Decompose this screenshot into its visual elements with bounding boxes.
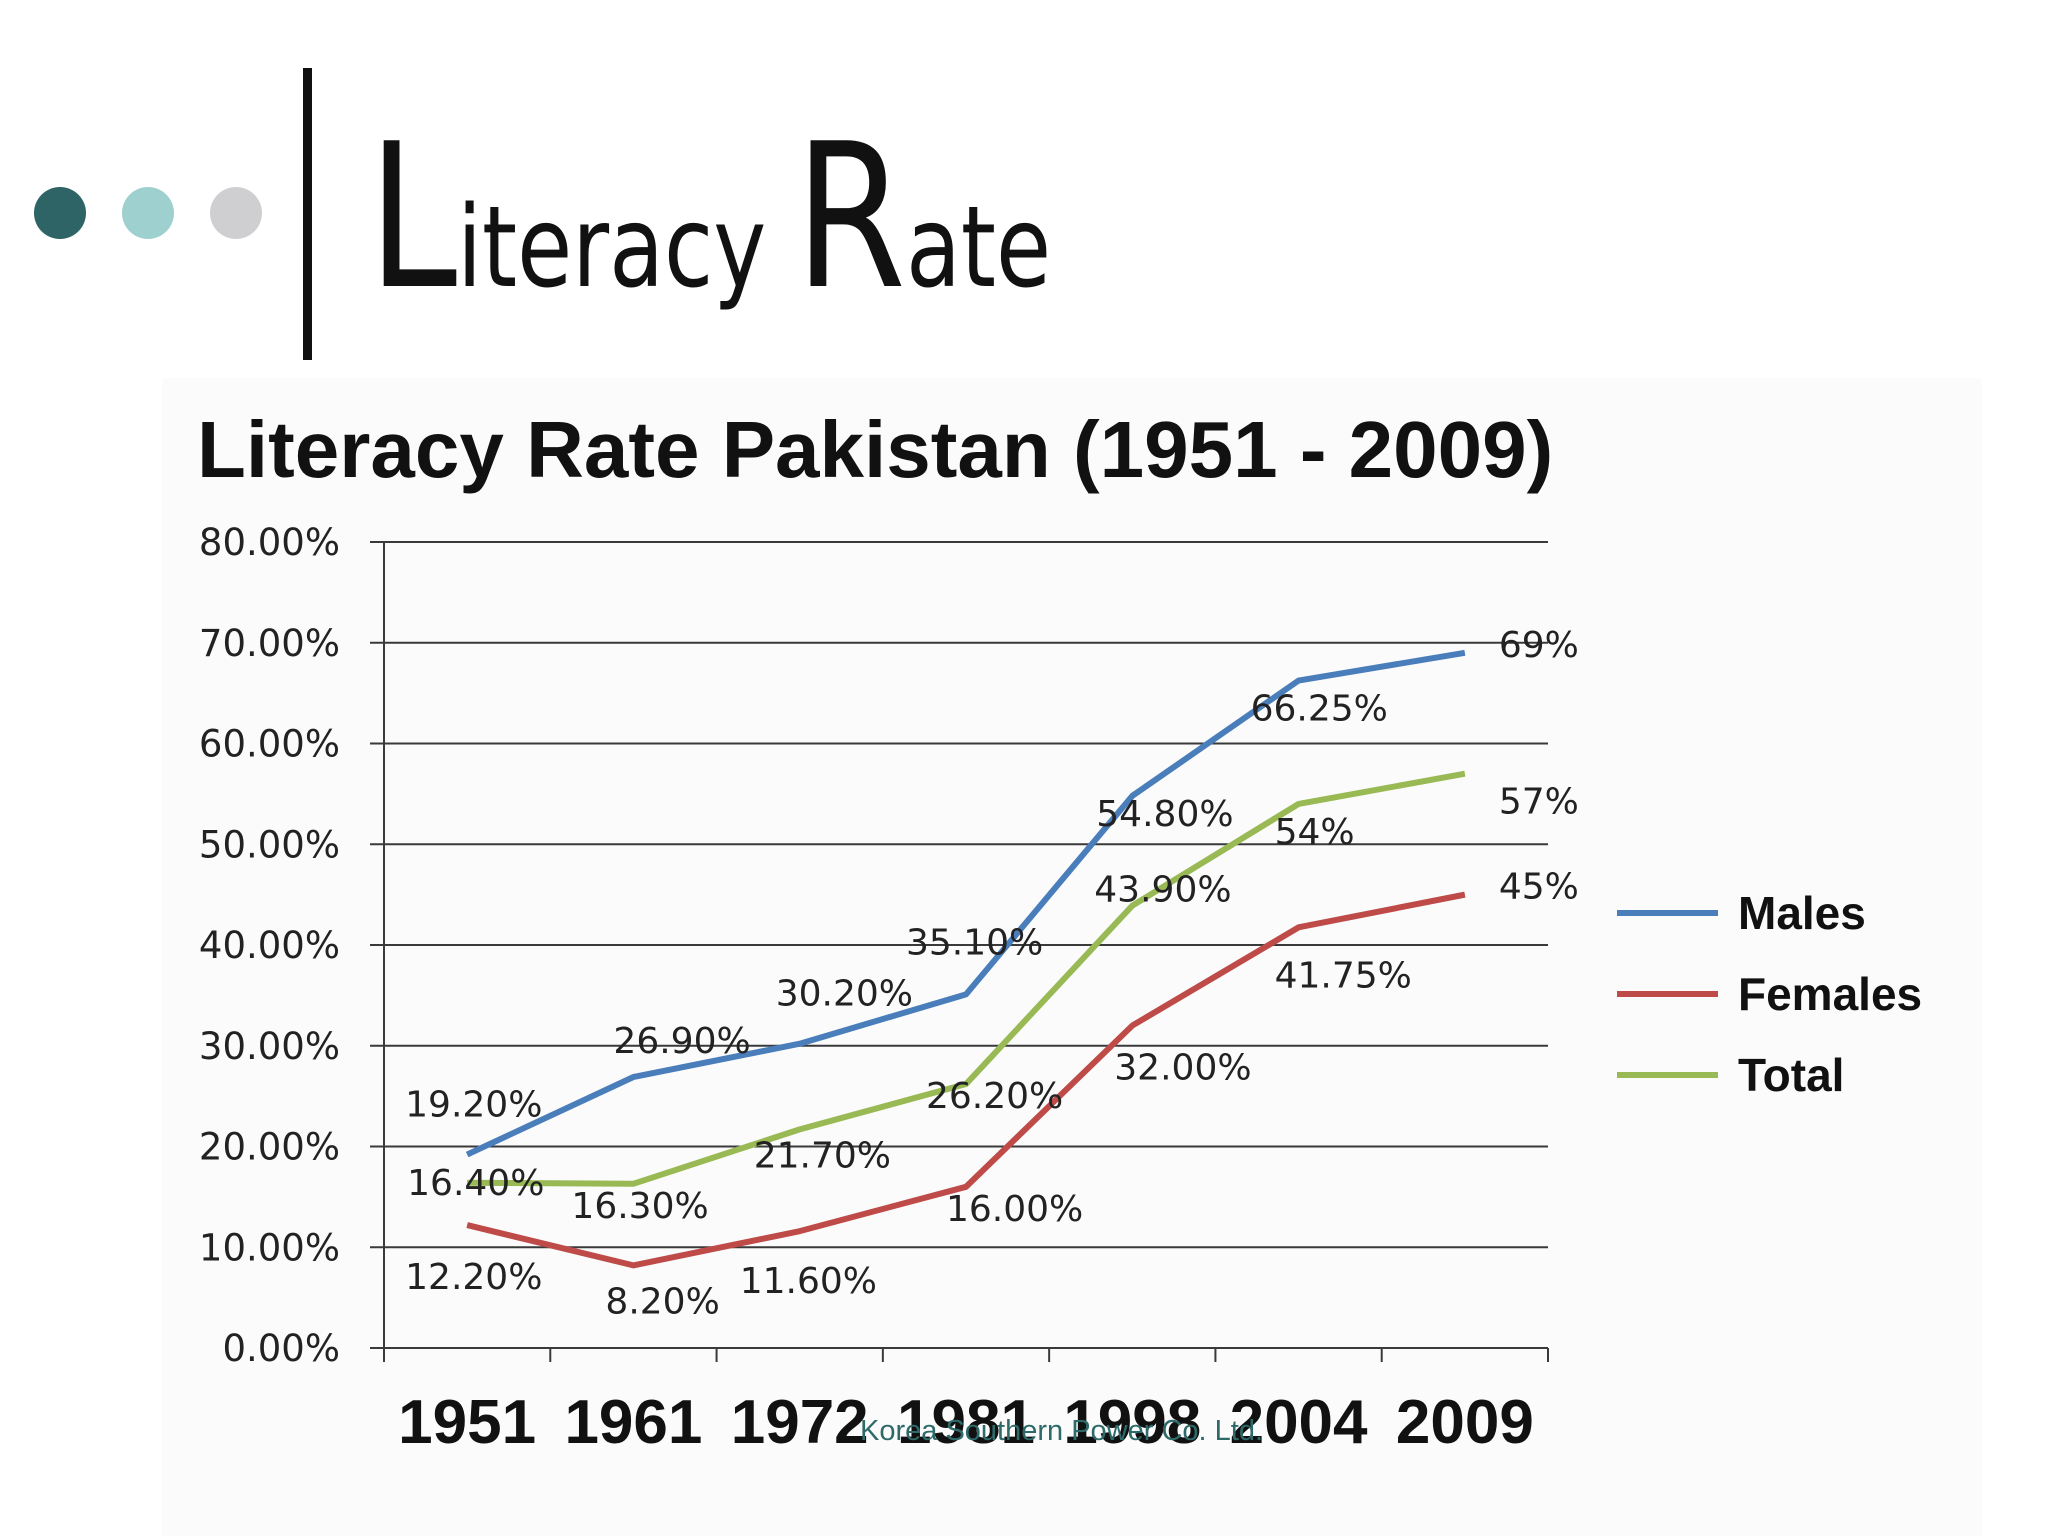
y-tick-label: 20.00% bbox=[199, 1126, 340, 1169]
data-label-total: 43.90% bbox=[1094, 870, 1231, 911]
bullet-dot-teal bbox=[122, 187, 174, 239]
x-tick-label: 1972 bbox=[731, 1388, 869, 1457]
legend-label: Total bbox=[1738, 1049, 1844, 1101]
chart-legend: Males Females Total bbox=[1617, 887, 1922, 1101]
y-tick-label: 80.00% bbox=[199, 521, 340, 564]
legend-label: Females bbox=[1738, 968, 1922, 1020]
y-tick-label: 40.00% bbox=[199, 924, 340, 967]
data-label-females: 8.20% bbox=[605, 1281, 719, 1322]
y-tick-label: 30.00% bbox=[199, 1025, 340, 1068]
chart-title: Literacy Rate Pakistan (1951 - 2009) bbox=[197, 405, 1553, 494]
data-label-males: 54.80% bbox=[1096, 794, 1233, 835]
title-cap-letter: L bbox=[368, 101, 458, 334]
data-label-males: 66.25% bbox=[1251, 689, 1388, 730]
chart-series bbox=[465, 649, 1466, 1269]
data-label-females: 16.00% bbox=[946, 1189, 1083, 1230]
bullet-dot-gray bbox=[210, 187, 262, 239]
y-tick-label: 10.00% bbox=[199, 1226, 340, 1269]
data-label-total: 54% bbox=[1275, 812, 1355, 853]
y-tick-label: 70.00% bbox=[199, 622, 340, 665]
data-label-males: 69% bbox=[1499, 625, 1579, 666]
data-label-total: 57% bbox=[1499, 782, 1579, 823]
data-label-total: 16.40% bbox=[407, 1163, 544, 1204]
title-divider-bar bbox=[303, 68, 312, 360]
data-label-total: 16.30% bbox=[571, 1186, 708, 1227]
title-cap-letter: R bbox=[794, 101, 906, 334]
data-label-males: 35.10% bbox=[906, 922, 1043, 963]
data-label-total: 21.70% bbox=[754, 1135, 891, 1176]
x-tick-label: 2004 bbox=[1230, 1388, 1368, 1457]
y-tick-label: 50.00% bbox=[199, 823, 340, 866]
bullet-dot-dark bbox=[34, 187, 86, 239]
chart-gridlines bbox=[370, 541, 1548, 1349]
series-line-females bbox=[466, 891, 1466, 1269]
data-label-females: 32.00% bbox=[1114, 1048, 1251, 1089]
y-tick-label: 60.00% bbox=[199, 723, 340, 766]
data-label-males: 30.20% bbox=[776, 974, 913, 1015]
x-tick-label: 2009 bbox=[1396, 1388, 1534, 1457]
x-tick-label: 1998 bbox=[1063, 1388, 1201, 1457]
data-label-males: 19.20% bbox=[405, 1085, 542, 1126]
x-tick-label: 1981 bbox=[897, 1388, 1035, 1457]
footer-watermark: Korea Southern Power Co. Ltd. bbox=[860, 1415, 1263, 1447]
data-label-females: 11.60% bbox=[740, 1261, 877, 1302]
data-label-females: 41.75% bbox=[1275, 955, 1412, 996]
series-line-total bbox=[467, 770, 1466, 1187]
x-tick-label: 1951 bbox=[398, 1388, 536, 1457]
title-word-part: iteracy bbox=[457, 183, 767, 313]
chart-data-labels: 19.20% 26.90% 30.20% 35.10% 54.80% 66.25% 69% 1… bbox=[405, 625, 1579, 1323]
title-word-part: ate bbox=[906, 183, 1052, 313]
slide-title: Literacy Rate bbox=[368, 118, 1051, 318]
data-label-total: 26.20% bbox=[926, 1076, 1063, 1117]
x-tick-label: 1961 bbox=[564, 1388, 702, 1457]
series-line-males bbox=[465, 649, 1466, 1158]
data-label-females: 45% bbox=[1499, 867, 1579, 908]
y-tick-label: 0.00% bbox=[222, 1327, 340, 1370]
chart-panel bbox=[162, 378, 1982, 1536]
slide-bullet-dots bbox=[34, 187, 262, 239]
legend-label: Males bbox=[1738, 887, 1866, 939]
data-label-males: 26.90% bbox=[613, 1021, 750, 1062]
data-label-females: 12.20% bbox=[405, 1257, 542, 1298]
chart-axes: 0.00% 10.00% 20.00% 30.00% 40.00% 50.00% 60.00… bbox=[199, 521, 1549, 1457]
